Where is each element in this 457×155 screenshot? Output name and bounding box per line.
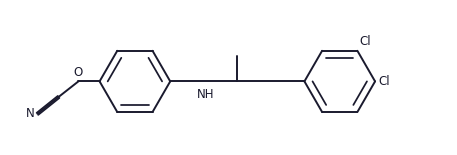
Text: O: O — [74, 66, 83, 79]
Text: N: N — [26, 107, 35, 120]
Text: Cl: Cl — [360, 35, 371, 48]
Text: Cl: Cl — [378, 75, 389, 88]
Text: NH: NH — [197, 89, 214, 102]
